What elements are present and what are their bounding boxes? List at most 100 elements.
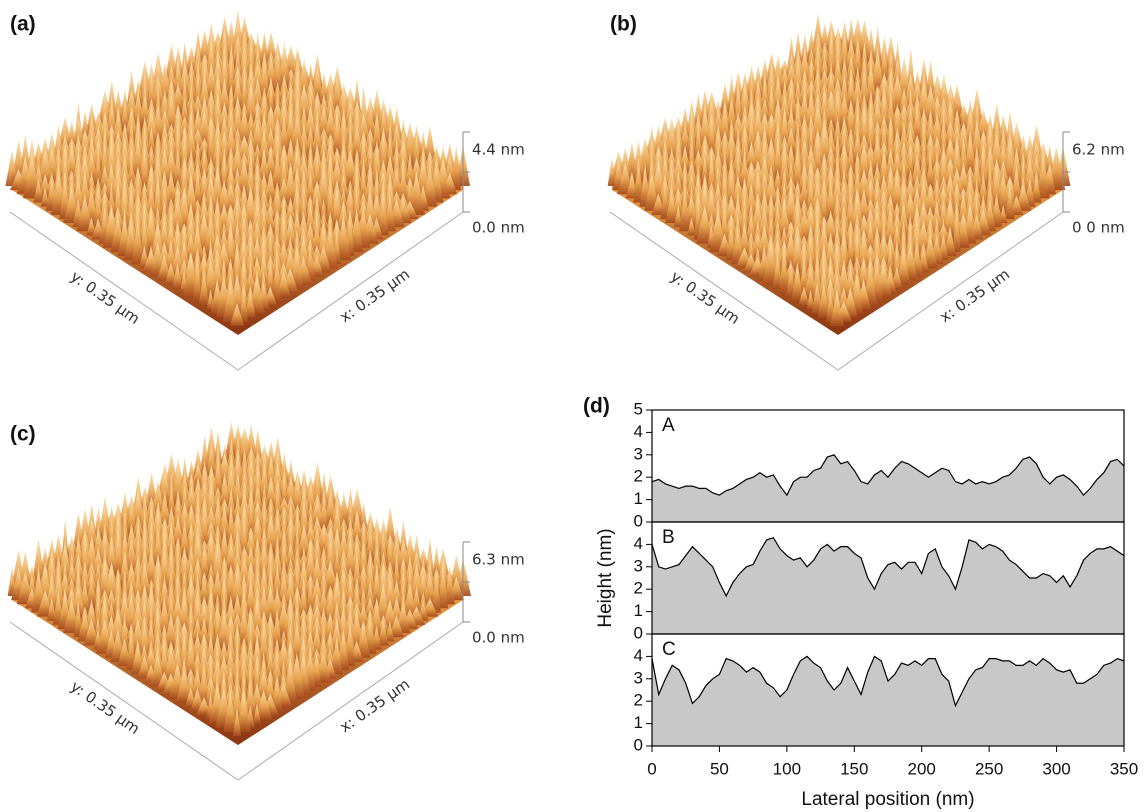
surface-peak xyxy=(1031,175,1042,203)
surface-peak xyxy=(107,181,116,224)
x-tick-label: 300 xyxy=(1042,759,1070,778)
profile-line xyxy=(651,655,1125,708)
surface-peak xyxy=(694,120,703,166)
axis-edge xyxy=(9,211,239,371)
surface-peak xyxy=(937,152,950,195)
surface-peak xyxy=(692,93,705,133)
surface-peak xyxy=(93,596,103,634)
afm-surface xyxy=(7,421,472,745)
surface-peak xyxy=(126,533,137,580)
surface-peak xyxy=(798,286,810,306)
surface-peak xyxy=(786,261,796,298)
profile-area xyxy=(652,656,1124,746)
profile-line xyxy=(651,536,1125,598)
surface-peak xyxy=(825,179,836,224)
y-tick-label: 1 xyxy=(634,489,643,508)
surface-peak xyxy=(833,91,842,137)
surface-peak xyxy=(700,156,710,186)
surface-peak xyxy=(112,533,124,580)
surface-peak xyxy=(451,144,461,191)
surface-peak xyxy=(22,153,41,199)
surface-peak xyxy=(244,85,258,129)
surface-peak xyxy=(718,103,732,149)
surface-peak xyxy=(199,433,210,477)
surface-peak xyxy=(926,148,935,195)
series-name: C xyxy=(662,639,676,660)
y-tick-label: 1 xyxy=(634,601,643,620)
surface-peak xyxy=(358,563,369,609)
y-axis-title: Height (nm) xyxy=(595,528,616,627)
surface-peak xyxy=(385,132,395,174)
surface-peak xyxy=(852,37,863,84)
surface-peak xyxy=(236,693,251,732)
surface-peak xyxy=(356,620,371,658)
surface-peak xyxy=(131,219,144,265)
surface-peak xyxy=(660,179,670,219)
surface-peak xyxy=(826,38,837,84)
surface-peak xyxy=(930,111,944,158)
surface-peak xyxy=(633,157,644,203)
surface-peak xyxy=(266,86,276,116)
surface-peak xyxy=(651,193,665,215)
surface-peak xyxy=(412,132,422,174)
surface-peak xyxy=(192,257,202,302)
surface-peak xyxy=(404,150,416,195)
axis-edge xyxy=(237,211,464,371)
surface-peak xyxy=(80,110,91,141)
surface-peak xyxy=(222,279,238,322)
surface-peak xyxy=(681,119,690,158)
axis-edge xyxy=(237,621,464,781)
z-bottom-label: 0 0 nm xyxy=(1072,219,1125,237)
surface-peak xyxy=(167,482,176,522)
surface-peak xyxy=(120,100,130,133)
surface-peak xyxy=(319,493,329,535)
surface-peak xyxy=(679,185,691,232)
panel-label: (d) xyxy=(583,395,610,418)
surface-peak xyxy=(371,597,382,642)
surface-peak xyxy=(223,691,238,732)
surface-peak xyxy=(952,210,961,252)
surface-peak xyxy=(272,257,281,302)
surface-peak xyxy=(198,270,210,306)
surface-peak xyxy=(855,231,872,277)
panel-label: (b) xyxy=(610,13,637,36)
surface-peak xyxy=(431,569,441,613)
surface-peak xyxy=(171,263,184,289)
surface-peak xyxy=(38,174,53,199)
profile-area xyxy=(652,454,1124,522)
surface-peak xyxy=(896,249,911,285)
surface-peak xyxy=(371,112,383,158)
surface-peak xyxy=(33,177,44,203)
surface-peak xyxy=(846,99,856,145)
y-tick-label: 0 xyxy=(634,623,643,642)
x-tick-label: 100 xyxy=(773,759,801,778)
surface-peak xyxy=(644,172,660,211)
surface-peak xyxy=(265,261,275,298)
surface-peak xyxy=(385,620,395,642)
surface-peak xyxy=(607,157,617,186)
surface-peak xyxy=(364,530,376,564)
surface-peak xyxy=(217,502,231,547)
surface-peak xyxy=(858,166,870,211)
y-tick-label: 3 xyxy=(634,668,643,687)
surface-peak xyxy=(271,608,283,654)
surface-peak xyxy=(152,181,163,228)
surface-peak xyxy=(363,581,377,613)
y-tick-label: 0 xyxy=(634,735,643,754)
surface-peak xyxy=(199,152,210,182)
surface-peak xyxy=(5,150,19,186)
y-axis-label: y: 0.35 µm xyxy=(67,677,143,738)
surface-peak xyxy=(46,597,57,621)
surface-peak xyxy=(125,500,138,539)
surface-peak xyxy=(885,206,896,252)
surface-peak xyxy=(879,48,890,84)
surface-peak xyxy=(706,156,717,199)
surface-peak xyxy=(227,59,236,100)
x-tick-label: 250 xyxy=(975,759,1003,778)
profile-line xyxy=(651,454,1125,497)
surface-peak xyxy=(164,262,177,285)
surface-peak xyxy=(351,552,363,596)
y-tick-label: 2 xyxy=(634,467,643,486)
surface-peak xyxy=(956,212,970,248)
